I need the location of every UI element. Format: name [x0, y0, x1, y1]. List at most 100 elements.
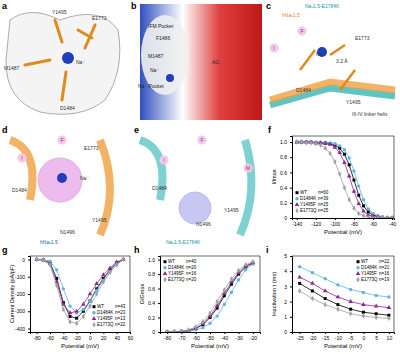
legend: WTn=40D1484Kn=20Y1495Fn=16E1773Qn=20 [163, 259, 197, 282]
axis-line [290, 137, 293, 219]
tick-label: -60 [193, 335, 200, 341]
data-point [298, 265, 301, 268]
tick-mark [28, 329, 30, 330]
legend-entry: WT [168, 259, 175, 264]
axis-line [28, 257, 31, 333]
panel-label: d [2, 125, 8, 135]
data-point [333, 145, 338, 149]
residue-badge [298, 27, 307, 36]
tick: -100 [15, 274, 30, 280]
data-point [55, 283, 58, 289]
tick: -50 [207, 332, 214, 341]
tick-label: -80 [351, 221, 358, 227]
data-point [324, 302, 327, 308]
tick-mark [290, 317, 292, 318]
residue-stick [78, 30, 92, 38]
tick: 0 [152, 329, 160, 335]
tick: 1.0 [280, 139, 292, 145]
tick: -15 [322, 332, 329, 341]
data-point [88, 303, 91, 309]
tick-label: -20 [74, 335, 81, 341]
tick: -10 [335, 332, 342, 341]
data-point [74, 309, 79, 313]
series-line [297, 142, 392, 218]
tick: 20 [101, 332, 107, 341]
tick-label: 0 [284, 329, 287, 335]
data-point [314, 141, 317, 147]
tick: -60 [193, 332, 200, 341]
data-point [352, 179, 355, 182]
data-point [323, 141, 328, 145]
residue-badge [18, 154, 27, 163]
data-point [311, 289, 314, 292]
tick-label: -70 [178, 335, 185, 341]
sodium-ion [166, 74, 174, 82]
data-point [215, 314, 218, 317]
data-point [81, 302, 86, 306]
data-point [348, 156, 351, 159]
tick-mark [290, 188, 292, 189]
legend-n: n=16 [186, 271, 197, 276]
series-line [297, 142, 392, 218]
tick-mark [158, 274, 160, 275]
series-line [300, 291, 389, 318]
data-point [82, 314, 85, 320]
data-point [251, 260, 256, 264]
tick: 10 [387, 332, 393, 341]
data-point [201, 326, 204, 329]
tick-mark [290, 302, 292, 303]
data-point [324, 141, 327, 144]
legend-entry: E1773Q [168, 277, 185, 282]
legend-marker [295, 197, 298, 200]
data-point [68, 304, 71, 307]
data-point [244, 262, 247, 268]
helix [10, 140, 110, 235]
data-point [88, 291, 93, 295]
data-point [223, 287, 226, 293]
data-point [357, 211, 360, 217]
tick: -300 [15, 308, 30, 314]
data-point [68, 319, 71, 325]
tick: -60 [47, 332, 54, 341]
tick-label: 2 [284, 299, 287, 305]
axis-line [158, 257, 161, 333]
structure-label: D1484 [60, 105, 75, 111]
structure-label: I [163, 157, 164, 163]
legend-n: n=25 [318, 208, 329, 213]
legend-entry: D1484K [300, 196, 316, 201]
data-point [48, 262, 51, 268]
data-point [237, 268, 240, 274]
data-point [336, 283, 339, 286]
data-point [298, 282, 301, 285]
residue-badge [244, 164, 253, 173]
legend-marker [356, 271, 361, 275]
tick: -5 [349, 332, 354, 341]
data-point [336, 294, 341, 298]
series-line [167, 263, 253, 332]
data-point [342, 160, 347, 164]
data-point [329, 151, 332, 157]
frame [292, 256, 394, 257]
series-line [37, 259, 124, 313]
pocket-mesh [179, 192, 211, 224]
tick-mark [290, 271, 292, 272]
data-point [75, 321, 78, 327]
tick-label: 0.8 [280, 154, 287, 160]
structure-label: AG [212, 59, 219, 65]
structure-label: F [200, 137, 203, 143]
structure-label: N1496 [60, 229, 75, 235]
legend-marker [295, 202, 300, 206]
data-point [295, 139, 298, 145]
legend-n: n=60 [318, 190, 329, 195]
data-point [376, 215, 379, 218]
structure-label: Y1495 [346, 99, 361, 105]
tick-label: 20 [101, 335, 107, 341]
data-point [115, 262, 118, 268]
tick: 0 [89, 332, 92, 341]
tick: 0 [363, 332, 366, 341]
data-point [122, 257, 125, 263]
tick-label: -400 [15, 326, 25, 332]
tick: 0.4 [148, 300, 160, 306]
legend-marker [164, 260, 167, 263]
legend-n: n=19 [379, 277, 390, 282]
